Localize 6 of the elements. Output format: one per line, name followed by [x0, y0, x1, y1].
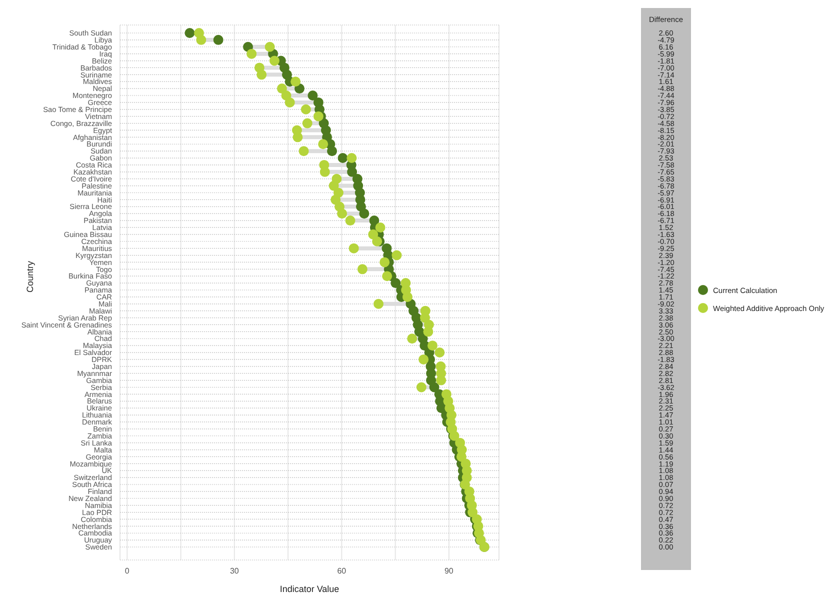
x-tick-label: 0	[124, 566, 130, 576]
y-axis-title: Country	[25, 260, 36, 292]
x-axis-title: Indicator Value	[280, 584, 340, 594]
x-tick-label: 30	[230, 566, 240, 576]
x-tick-label: 90	[444, 566, 454, 576]
x-tick-label: 60	[337, 566, 347, 576]
